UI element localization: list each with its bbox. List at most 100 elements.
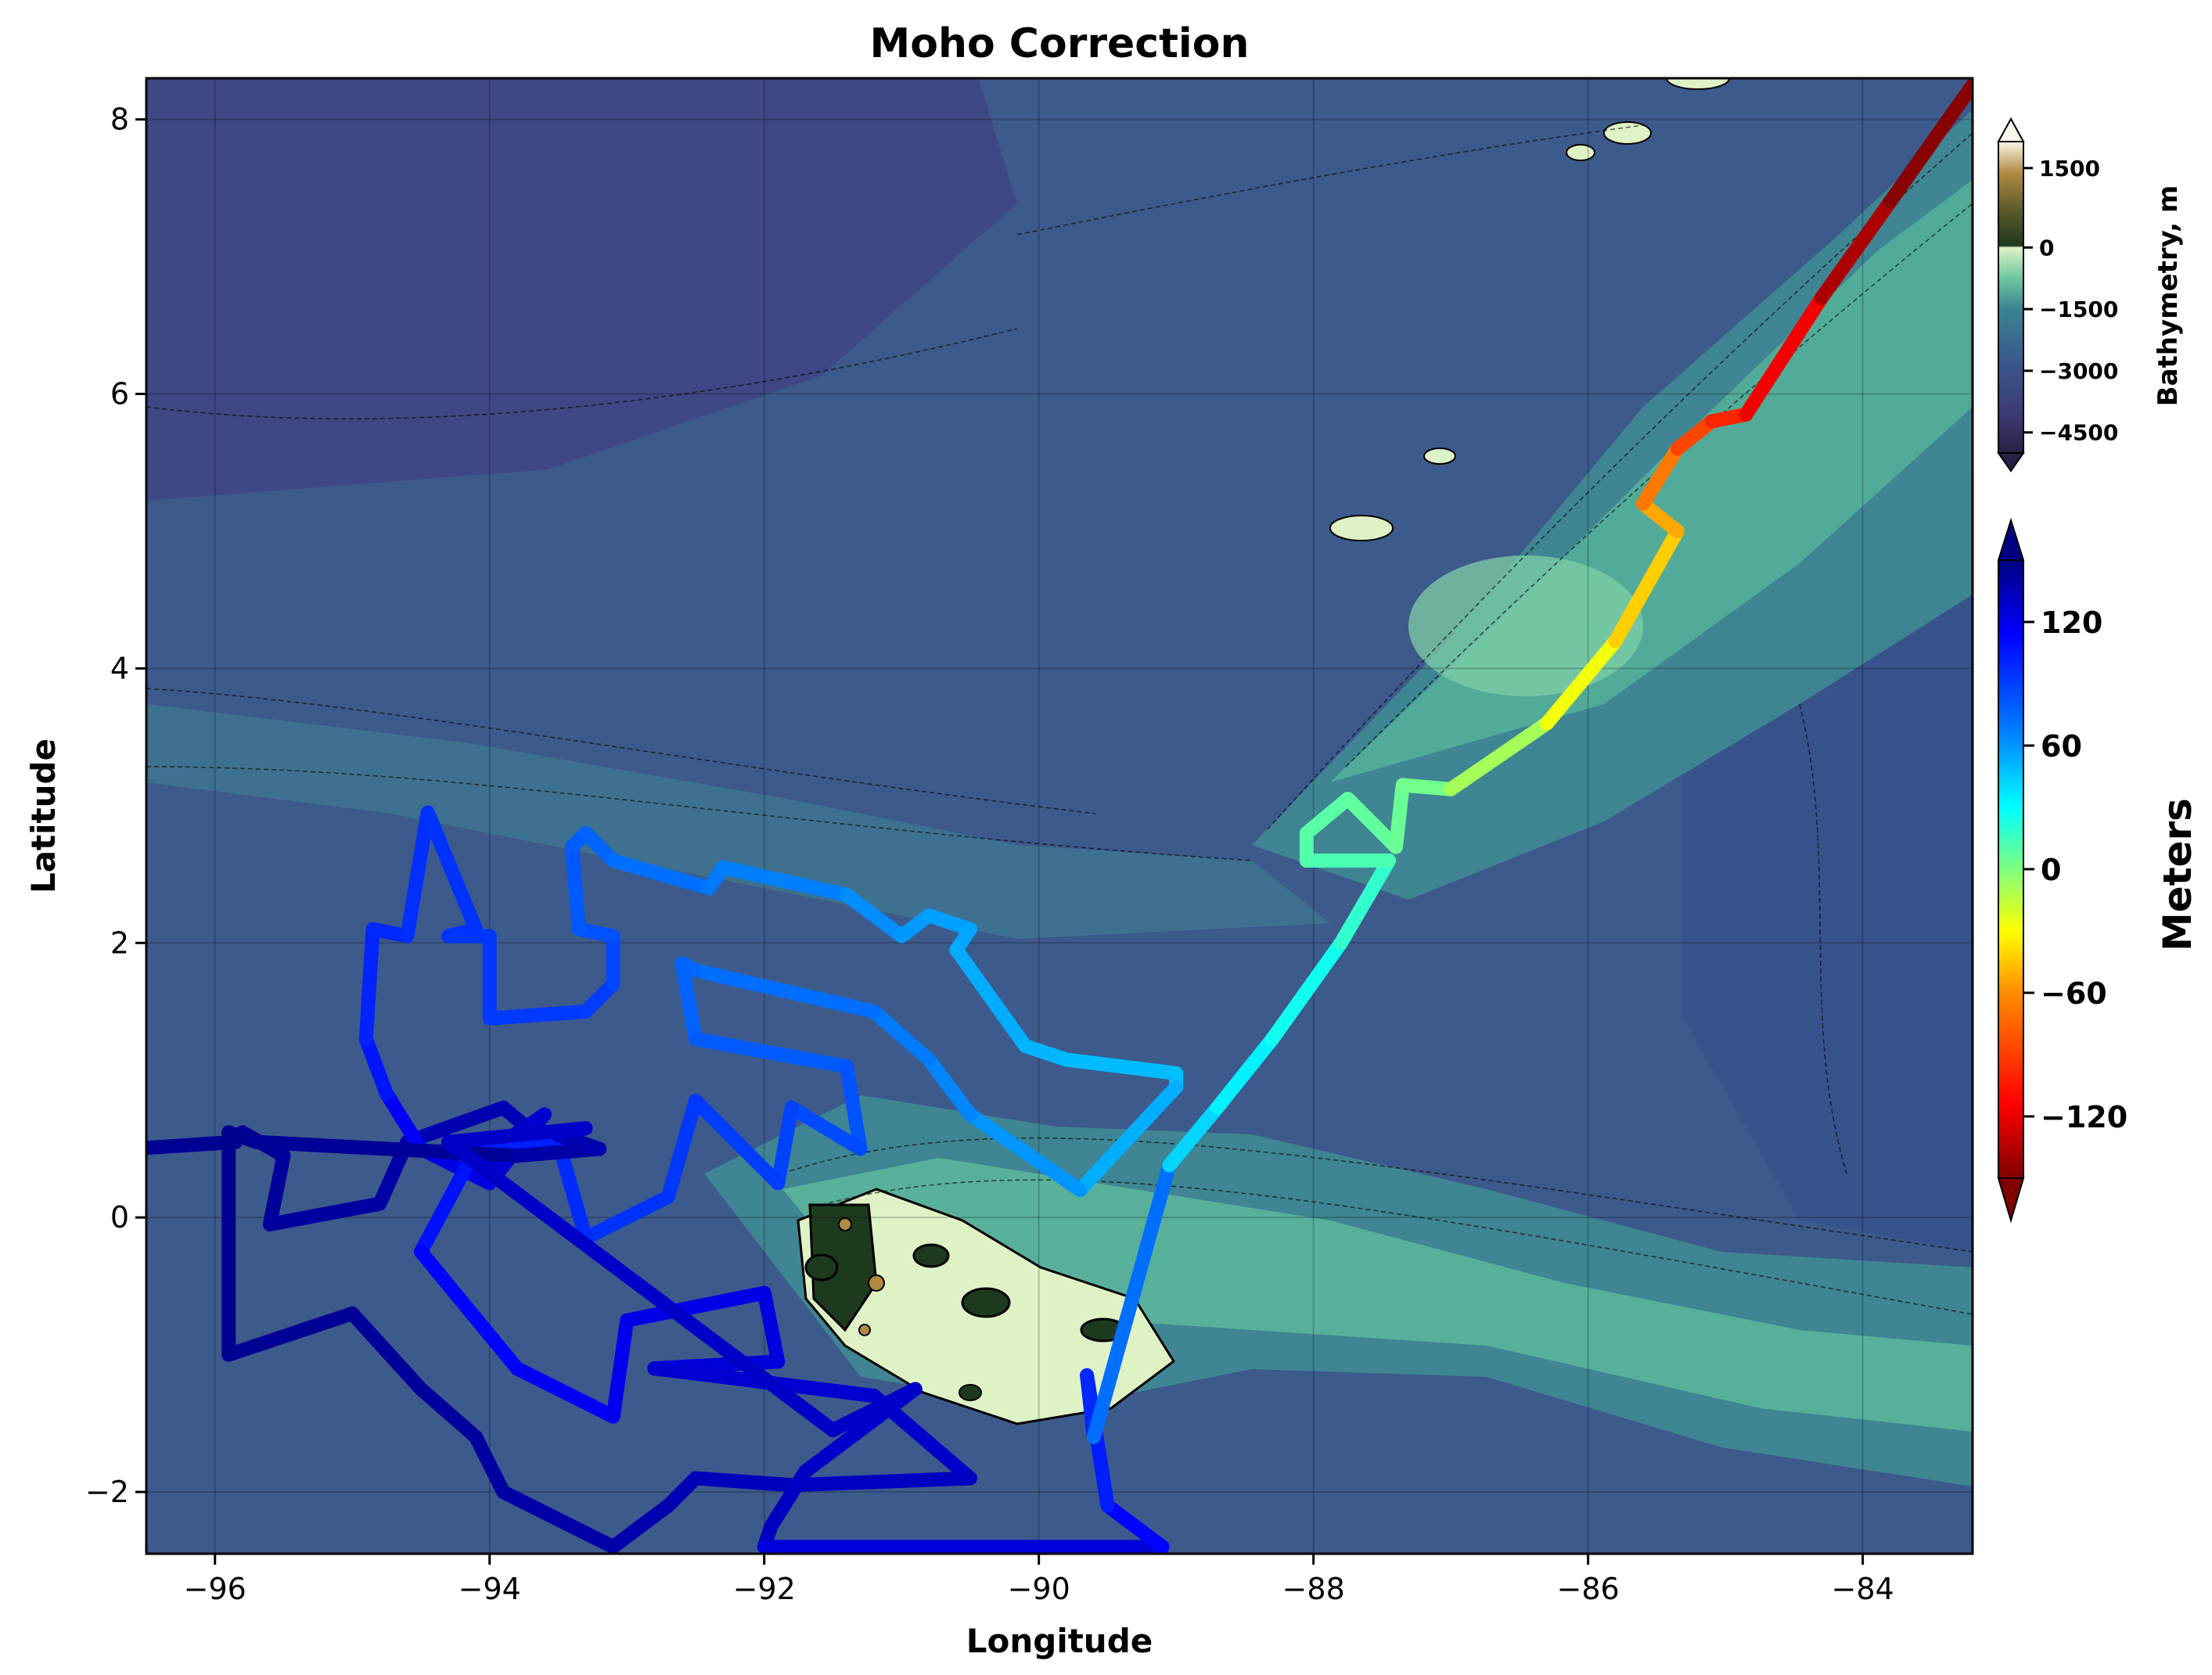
track-segment bbox=[798, 1382, 923, 1479]
track-segment bbox=[1539, 634, 1623, 731]
track-segment bbox=[784, 1471, 977, 1493]
carnegie-ridge-mid bbox=[782, 1158, 1973, 1432]
bathymetry-map bbox=[146, 78, 1973, 1554]
track-segment bbox=[660, 1094, 703, 1204]
track-segment bbox=[688, 1032, 854, 1074]
track-segment bbox=[606, 1498, 675, 1554]
x-tick-label: −96 bbox=[184, 1572, 246, 1606]
meters-tick-label: −60 bbox=[2041, 976, 2107, 1011]
y-tick-label: −2 bbox=[85, 1475, 129, 1509]
track-segment bbox=[400, 805, 435, 944]
plot-frame bbox=[145, 77, 1974, 1555]
track-segment bbox=[1814, 194, 1897, 305]
track-segment bbox=[1635, 441, 1685, 511]
track-segment bbox=[620, 1285, 772, 1328]
y-tick-label: 6 bbox=[110, 377, 129, 412]
meters-colorbar-max-arrow bbox=[1997, 517, 2025, 561]
espanola-island bbox=[959, 1384, 982, 1401]
track-segment bbox=[606, 854, 717, 896]
track-segment bbox=[949, 943, 1033, 1053]
track-segment bbox=[221, 1306, 360, 1362]
track-segment bbox=[413, 1141, 484, 1260]
track-segment bbox=[413, 1382, 484, 1444]
meters-colorbar-ticks: 120 60 0 −60 −120 bbox=[2023, 606, 2127, 1134]
track-segment bbox=[1444, 716, 1554, 796]
track-segment bbox=[1299, 792, 1355, 840]
track-segment bbox=[922, 1052, 977, 1122]
fernandina-island bbox=[804, 1253, 839, 1281]
track-segment bbox=[1059, 1052, 1184, 1080]
y-tick-label: 4 bbox=[110, 651, 129, 685]
ridge-high bbox=[1408, 555, 1643, 696]
y-axis-ticks: −2 0 2 4 6 8 bbox=[85, 102, 146, 1509]
track-segment bbox=[496, 1485, 620, 1554]
track-segment bbox=[1100, 1498, 1170, 1554]
track-segment bbox=[1333, 854, 1397, 951]
volcano-peak bbox=[858, 1324, 871, 1336]
deep-basin-nw bbox=[146, 78, 1017, 501]
x-tick-label: −88 bbox=[1282, 1572, 1345, 1606]
track-segment bbox=[482, 1005, 593, 1026]
track-segment bbox=[262, 1148, 291, 1231]
meters-tick-label: 60 bbox=[2041, 729, 2082, 764]
x-tick-label: −84 bbox=[1832, 1572, 1894, 1606]
track-segment bbox=[1608, 523, 1685, 649]
track-segment bbox=[400, 1100, 511, 1149]
santiago-island bbox=[912, 1243, 950, 1268]
bathymetry-colorbar-max-arrow bbox=[1997, 117, 2025, 142]
meters-tick-label: −120 bbox=[2041, 1100, 2127, 1134]
x-tick-label: −86 bbox=[1557, 1572, 1620, 1606]
track-segment bbox=[764, 1464, 813, 1533]
track-segment bbox=[1670, 414, 1719, 456]
bathymetry-tick-label: −4500 bbox=[2039, 420, 2118, 446]
track-segment bbox=[565, 839, 586, 936]
bathymetry-colorbar: 1500 0 −1500 −3000 −4500 Bathymetry, m bbox=[1997, 117, 2184, 473]
track-segment bbox=[1883, 78, 1973, 209]
track-segment bbox=[262, 1196, 387, 1231]
cocos-island-high bbox=[1423, 448, 1456, 465]
seamount bbox=[1566, 144, 1595, 161]
track-segment bbox=[469, 1429, 511, 1500]
meters-colorbar-min-arrow bbox=[1997, 1177, 2025, 1224]
track-segment bbox=[379, 1087, 428, 1156]
y-tick-label: 0 bbox=[110, 1200, 129, 1235]
volcano-peak bbox=[868, 1274, 885, 1292]
santa-cruz-island bbox=[961, 1287, 1011, 1318]
track-segment bbox=[578, 1189, 675, 1245]
bathymetry-tick-label: −3000 bbox=[2039, 358, 2118, 384]
x-tick-label: −94 bbox=[459, 1572, 521, 1606]
track-segment bbox=[962, 1107, 1088, 1198]
track-segment bbox=[1162, 1100, 1225, 1173]
track-segment bbox=[1086, 1158, 1177, 1444]
meters-colorbar-bar bbox=[1998, 559, 2024, 1179]
x-axis-label: Longitude bbox=[966, 1622, 1153, 1660]
track-segment bbox=[1635, 496, 1685, 538]
track-segment bbox=[1265, 936, 1348, 1047]
track-segment bbox=[784, 1100, 868, 1156]
y-tick-label: 8 bbox=[110, 102, 129, 137]
track-segment bbox=[441, 1134, 840, 1438]
x-tick-label: −90 bbox=[1008, 1572, 1070, 1606]
track-segment bbox=[839, 1059, 868, 1156]
track-segment bbox=[1388, 778, 1410, 854]
track-segment bbox=[358, 922, 380, 1047]
track-segment bbox=[716, 860, 854, 902]
spreading-center bbox=[146, 704, 1330, 939]
track-segment bbox=[413, 1245, 524, 1376]
bathymetry-tick-label: 0 bbox=[2039, 235, 2054, 261]
isabela-island bbox=[808, 1203, 878, 1332]
track-segment bbox=[688, 1471, 799, 1493]
track-segment bbox=[420, 805, 484, 936]
meters-tick-label: 120 bbox=[2041, 606, 2102, 640]
x-tick-label: −92 bbox=[733, 1572, 796, 1606]
seamount bbox=[1666, 78, 1730, 90]
bathymetry-colorbar-min-arrow bbox=[1997, 452, 2025, 473]
bathymetry-colorbar-ticks: 1500 0 −1500 −3000 −4500 bbox=[2023, 156, 2118, 446]
y-tick-label: 2 bbox=[110, 926, 129, 960]
meters-tick-label: 0 bbox=[2041, 853, 2061, 887]
volcano-peak bbox=[838, 1217, 852, 1231]
track-segment bbox=[606, 1313, 635, 1424]
track-segment bbox=[1739, 290, 1829, 422]
track-segment bbox=[839, 887, 909, 944]
